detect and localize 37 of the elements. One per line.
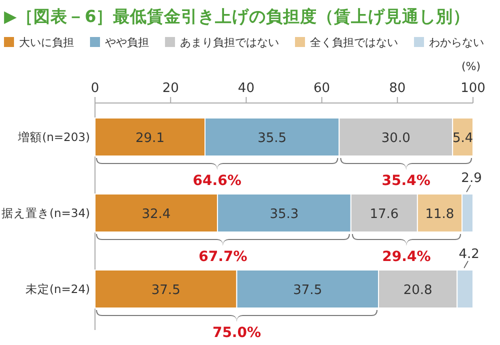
data-label: 35.5 (258, 131, 287, 146)
data-label: 32.4 (142, 207, 171, 222)
x-tick-label: 80 (389, 81, 406, 96)
annotation: 75.0% (212, 325, 262, 341)
y-tick-label: 未定(n=24) (25, 282, 90, 296)
legend-label: 大いに負担 (19, 36, 74, 49)
data-label: 20.8 (403, 283, 432, 298)
legend-全く負担ではない: 全く負担ではない (295, 36, 398, 49)
legend-大いに負担: 大いに負担 (4, 36, 74, 49)
annotation: 67.7% (198, 249, 248, 265)
data-label: 4.2 (458, 247, 480, 262)
x-tick-label: 20 (162, 81, 179, 96)
data-label: 30.0 (381, 131, 410, 146)
y-tick-label: 増額(n=203) (17, 130, 90, 144)
x-tick-label: 100 (460, 81, 486, 96)
x-axis-title: (%) (461, 60, 481, 73)
annotation: 64.6% (192, 173, 242, 189)
x-tick-label: 40 (238, 81, 254, 96)
annotation: 35.4% (382, 173, 430, 189)
chart-title: ▶［図表－6］最低賃金引き上げの負担度（賃上げ見通し別） (4, 7, 470, 26)
x-tick-label: 0 (90, 81, 100, 96)
x-tick-label: 60 (314, 81, 330, 96)
legend-わからない: わからない (414, 36, 484, 49)
legend-やや負担: やや負担 (90, 36, 149, 49)
legend-あまり負担ではない: あまり負担ではない (165, 36, 279, 49)
data-label: 5.4 (452, 131, 474, 146)
data-label: 17.6 (370, 207, 399, 222)
legend-label: わからない (429, 36, 484, 49)
y-tick-label: 据え置き(n=34) (1, 206, 90, 220)
data-label: 37.5 (151, 283, 180, 298)
data-label: 2.9 (461, 171, 482, 186)
data-label: 37.5 (293, 283, 322, 298)
data-label: 35.3 (270, 207, 299, 222)
data-label: 29.1 (136, 131, 164, 146)
annotation: 29.4% (382, 249, 431, 265)
legend-label: やや負担 (105, 36, 149, 49)
data-label: 11.8 (425, 207, 454, 222)
